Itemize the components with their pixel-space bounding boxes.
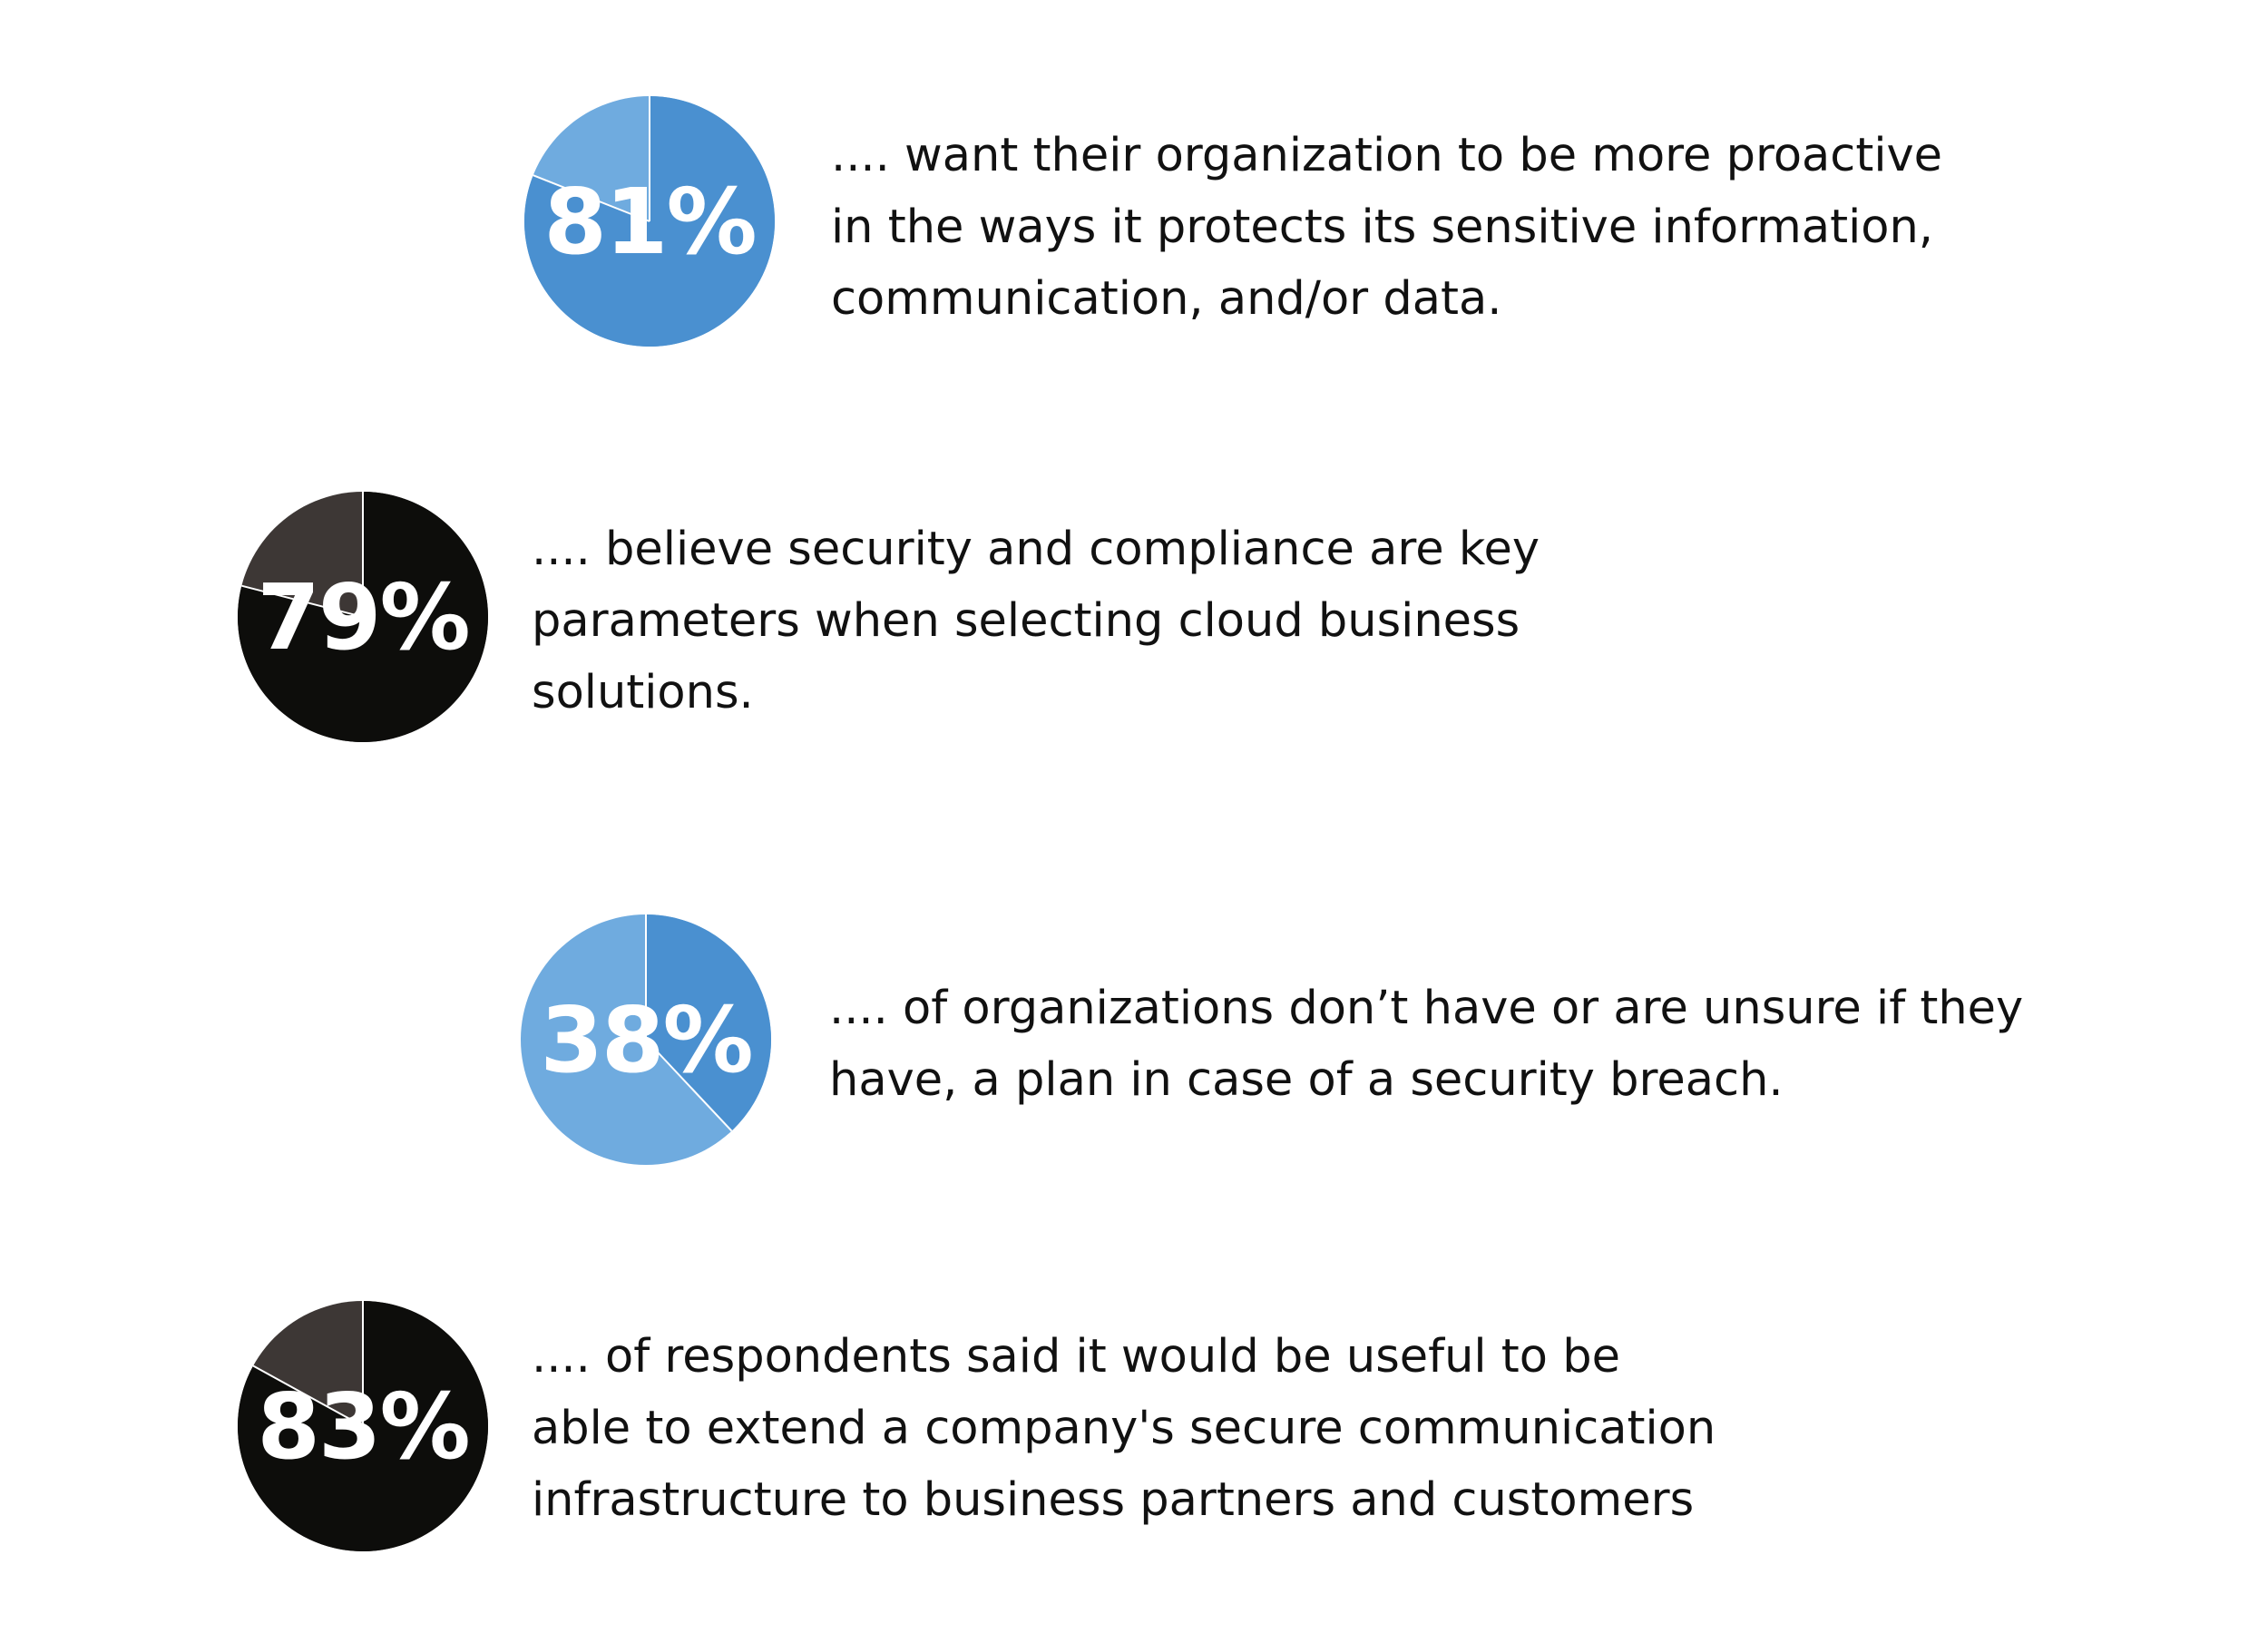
pie-svg: [238, 492, 488, 742]
percent-label: 79%: [257, 563, 470, 670]
stat-text-line: infrastructure to business partners and …: [532, 1473, 1695, 1527]
percent-label: 83%: [257, 1373, 470, 1480]
stat-text-line: .... of respondents said it would be use…: [532, 1330, 1620, 1384]
stat-text-line: .... want their organization to be more …: [831, 129, 1943, 182]
pie-svg: [521, 914, 771, 1165]
stat-text-line: in the ways it protects its sensitive in…: [831, 200, 1933, 254]
pie-chart: 83%: [236, 1299, 490, 1553]
pie-chart: 81%: [523, 94, 777, 348]
pie-divider-line: [252, 1364, 364, 1427]
percent-label: 38%: [540, 986, 753, 1093]
stat-description: .... believe security and compliance are…: [532, 513, 1540, 728]
stat-text-line: able to extend a company's secure commun…: [532, 1402, 1716, 1455]
pie-svg: [524, 96, 775, 347]
pie-svg: [238, 1301, 488, 1551]
pie-divider-line: [645, 1039, 733, 1132]
pie-value-slice: [646, 914, 771, 1131]
percent-label: 81%: [543, 168, 757, 275]
stat-description: .... of respondents said it would be use…: [532, 1321, 1716, 1536]
pie-divider-line: [241, 584, 364, 618]
stat-description: .... want their organization to be more …: [831, 120, 1942, 335]
stat-text-line: have, a plan in case of a security breac…: [829, 1053, 1784, 1107]
stat-text-line: .... of organizations don’t have or are …: [829, 982, 2024, 1035]
stat-description: .... of organizations don’t have or are …: [829, 973, 2023, 1116]
pie-divider-line: [533, 174, 650, 222]
pie-chart: 38%: [519, 913, 773, 1167]
stat-text-line: solutions.: [532, 666, 754, 719]
stat-text-line: .... believe security and compliance are…: [532, 523, 1540, 576]
pie-chart: 79%: [236, 490, 490, 744]
stat-text-line: communication, and/or data.: [831, 272, 1502, 326]
stat-text-line: parameters when selecting cloud business: [532, 594, 1520, 648]
